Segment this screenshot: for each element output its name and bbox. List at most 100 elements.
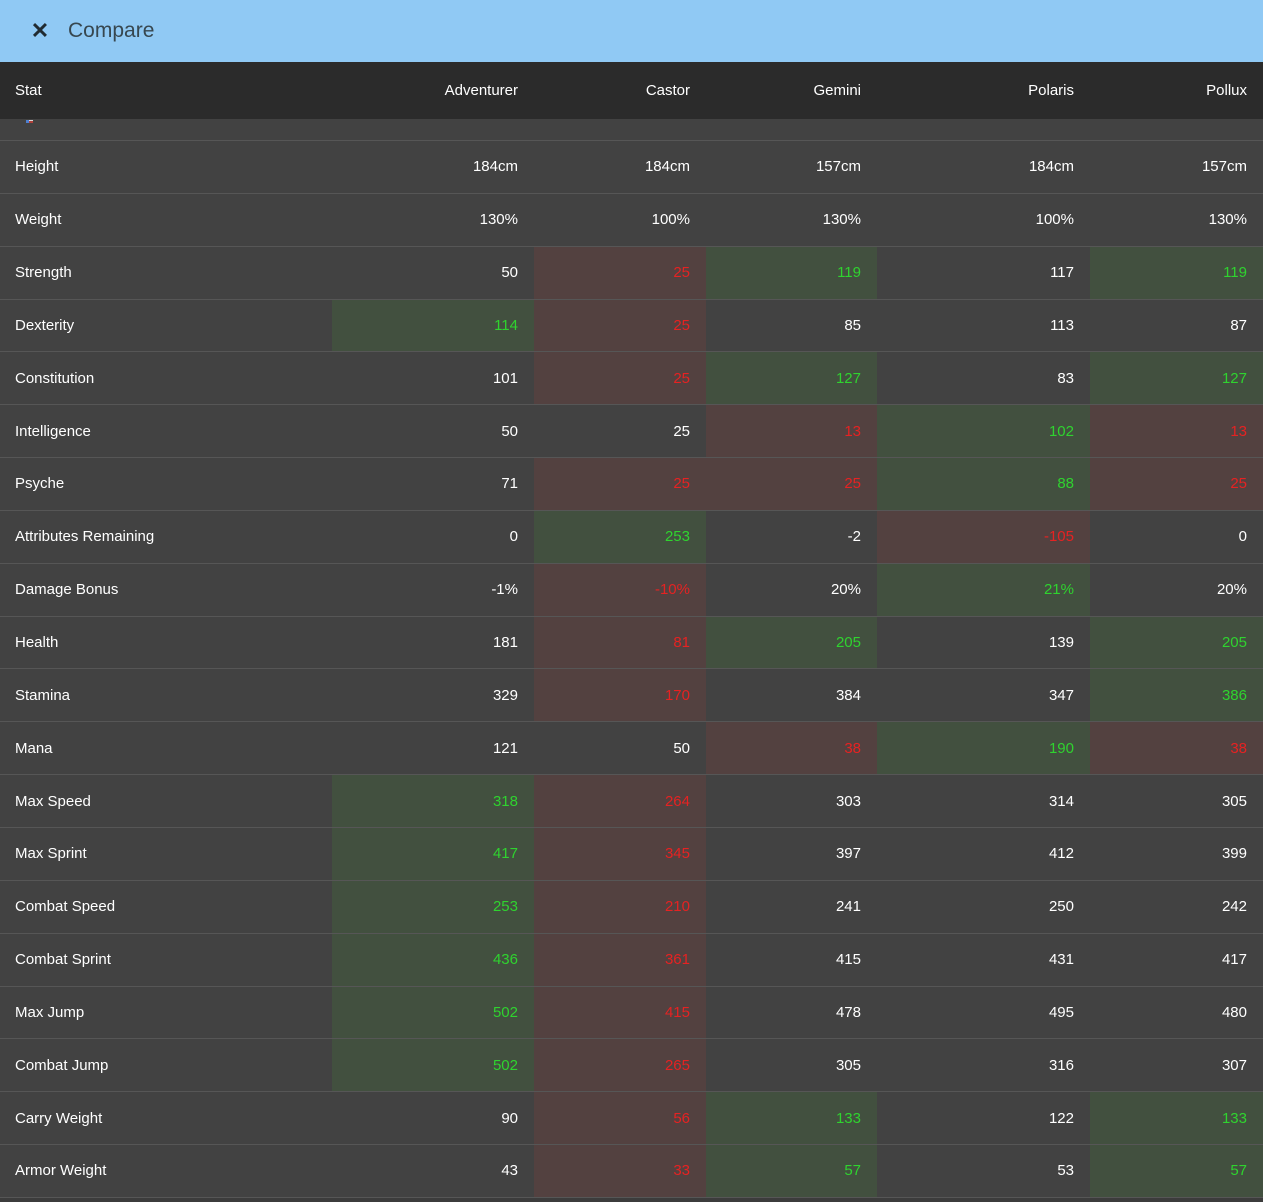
stat-value-castor: 265	[534, 1039, 706, 1092]
stat-value-pollux: 157cm	[1201, 158, 1247, 176]
stat-value-castor: 56	[534, 1092, 706, 1145]
stat-value-gemini: 127	[706, 352, 877, 405]
column-header-gemini: Gemini	[813, 82, 861, 99]
stat-value-castor: 184cm	[644, 158, 690, 176]
stat-label: Attributes Remaining	[15, 528, 155, 546]
stat-value-castor: 50	[673, 739, 690, 757]
stat-value-gemini: 119	[706, 246, 877, 299]
stat-value-gemini: 57	[706, 1145, 877, 1197]
stat-value-castor: 25	[534, 246, 706, 299]
stat-label: Constitution	[15, 369, 95, 387]
table-row: Damage Bonus -1% -10% 20% 21% 20%	[0, 562, 1263, 616]
stat-value-adventurer: 121	[492, 739, 518, 757]
clipped-row-bottom	[0, 1196, 1263, 1202]
stat-label: Mana	[15, 739, 53, 757]
stat-value-adventurer: 101	[492, 369, 518, 387]
stat-value-pollux: 205	[1090, 616, 1263, 669]
stat-value-gemini: 415	[835, 951, 861, 969]
stat-label: Height	[15, 158, 59, 176]
stat-value-gemini: 130%	[822, 211, 861, 229]
stat-value-gemini: 38	[706, 722, 877, 775]
stat-value-pollux: 127	[1090, 352, 1263, 405]
stat-value-adventurer: 417	[332, 827, 534, 880]
stat-value-polaris: 100%	[1035, 211, 1074, 229]
stat-value-pollux: 399	[1221, 845, 1247, 863]
stat-value-polaris: 347	[1048, 686, 1074, 704]
stat-value-pollux: 20%	[1216, 581, 1247, 599]
stat-value-gemini: 397	[835, 845, 861, 863]
stat-value-adventurer: 436	[332, 933, 534, 986]
table-row: Mana 121 50 38 190 38	[0, 721, 1263, 775]
stat-value-castor: 81	[534, 616, 706, 669]
stat-value-adventurer: 502	[332, 986, 534, 1039]
stat-value-gemini: 157cm	[815, 158, 861, 176]
stat-label: Psyche	[15, 475, 65, 493]
stat-label: Combat Speed	[15, 898, 116, 916]
stat-value-polaris: 431	[1048, 951, 1074, 969]
column-header-pollux: Pollux	[1206, 82, 1247, 99]
stat-label: Strength	[15, 264, 72, 282]
table-row: Weight 130% 100% 130% 100% 130%	[0, 192, 1263, 246]
compare-table-body: Height 184cm 184cm 157cm 184cm 157cm Weight 130…	[0, 140, 1263, 1197]
stat-value-adventurer: 502	[332, 1039, 534, 1092]
column-header-castor: Castor	[645, 82, 690, 99]
stat-label: Armor Weight	[15, 1162, 107, 1180]
table-row: Intelligence 50 25 13 102 13	[0, 404, 1263, 458]
stat-label: Carry Weight	[15, 1109, 103, 1127]
table-header-row: Stat Adventurer Castor Gemini Polaris Po…	[0, 62, 1263, 119]
stat-label: Max Jump	[15, 1003, 85, 1021]
stat-value-polaris: 495	[1048, 1003, 1074, 1021]
stat-value-gemini: 384	[835, 686, 861, 704]
titlebar: ✕ Compare	[0, 0, 1263, 62]
stat-value-polaris: 412	[1048, 845, 1074, 863]
stat-value-pollux: 386	[1090, 669, 1263, 722]
stat-value-polaris: 139	[1048, 634, 1074, 652]
stat-value-adventurer: 181	[492, 634, 518, 652]
stat-value-pollux: 480	[1221, 1003, 1247, 1021]
stat-value-polaris: 88	[877, 458, 1090, 510]
close-icon[interactable]: ✕	[30, 18, 50, 43]
stat-value-gemini: 133	[706, 1092, 877, 1145]
stat-value-polaris: 83	[1057, 369, 1074, 387]
table-row: Dexterity 114 25 85 113 87	[0, 298, 1263, 352]
clipped-row-top	[0, 119, 1263, 140]
column-header-stat: Stat	[15, 82, 42, 99]
stat-value-adventurer: 50	[501, 264, 518, 282]
table-row: Max Speed 318 264 303 314 305	[0, 774, 1263, 827]
stat-value-polaris: 190	[877, 722, 1090, 775]
stat-value-pollux: 0	[1238, 528, 1247, 546]
stat-value-gemini: 13	[706, 405, 877, 458]
table-row: Height 184cm 184cm 157cm 184cm 157cm	[0, 140, 1263, 193]
stat-label: Intelligence	[15, 422, 91, 440]
table-row: Strength 50 25 119 117 119	[0, 245, 1263, 299]
stat-value-adventurer: 114	[332, 299, 534, 352]
table-row: Stamina 329 170 384 347 386	[0, 668, 1263, 722]
stat-value-adventurer: 253	[332, 880, 534, 933]
stat-value-pollux: 119	[1090, 246, 1263, 299]
stat-value-castor: 25	[673, 422, 690, 440]
stat-label: Damage Bonus	[15, 581, 119, 599]
stat-value-castor: 210	[534, 880, 706, 933]
stat-value-polaris: 250	[1048, 898, 1074, 916]
page-title: Compare	[68, 19, 155, 42]
stat-value-gemini: 205	[706, 616, 877, 669]
stat-value-pollux: 13	[1090, 405, 1263, 458]
stat-value-polaris: 113	[1050, 316, 1074, 334]
stat-value-pollux: 133	[1090, 1092, 1263, 1145]
column-header-polaris: Polaris	[1028, 82, 1074, 99]
table-row: Carry Weight 90 56 133 122 133	[0, 1091, 1263, 1145]
table-row: Max Jump 502 415 478 495 480	[0, 985, 1263, 1039]
compare-table[interactable]: Stat Adventurer Castor Gemini Polaris Po…	[0, 62, 1263, 1202]
stat-value-adventurer: 0	[509, 528, 518, 546]
stat-value-polaris: 316	[1048, 1056, 1074, 1074]
stat-value-castor: 25	[534, 299, 706, 352]
stat-value-pollux: 242	[1221, 898, 1247, 916]
stat-value-polaris: 21%	[877, 563, 1090, 616]
stat-label: Dexterity	[15, 316, 75, 334]
stat-value-adventurer: 318	[332, 775, 534, 827]
stat-value-polaris: 314	[1048, 792, 1074, 810]
stat-value-adventurer: 130%	[479, 211, 518, 229]
stat-label: Health	[15, 634, 59, 652]
stat-value-pollux: 307	[1221, 1056, 1247, 1074]
stat-value-pollux: 57	[1090, 1145, 1263, 1197]
